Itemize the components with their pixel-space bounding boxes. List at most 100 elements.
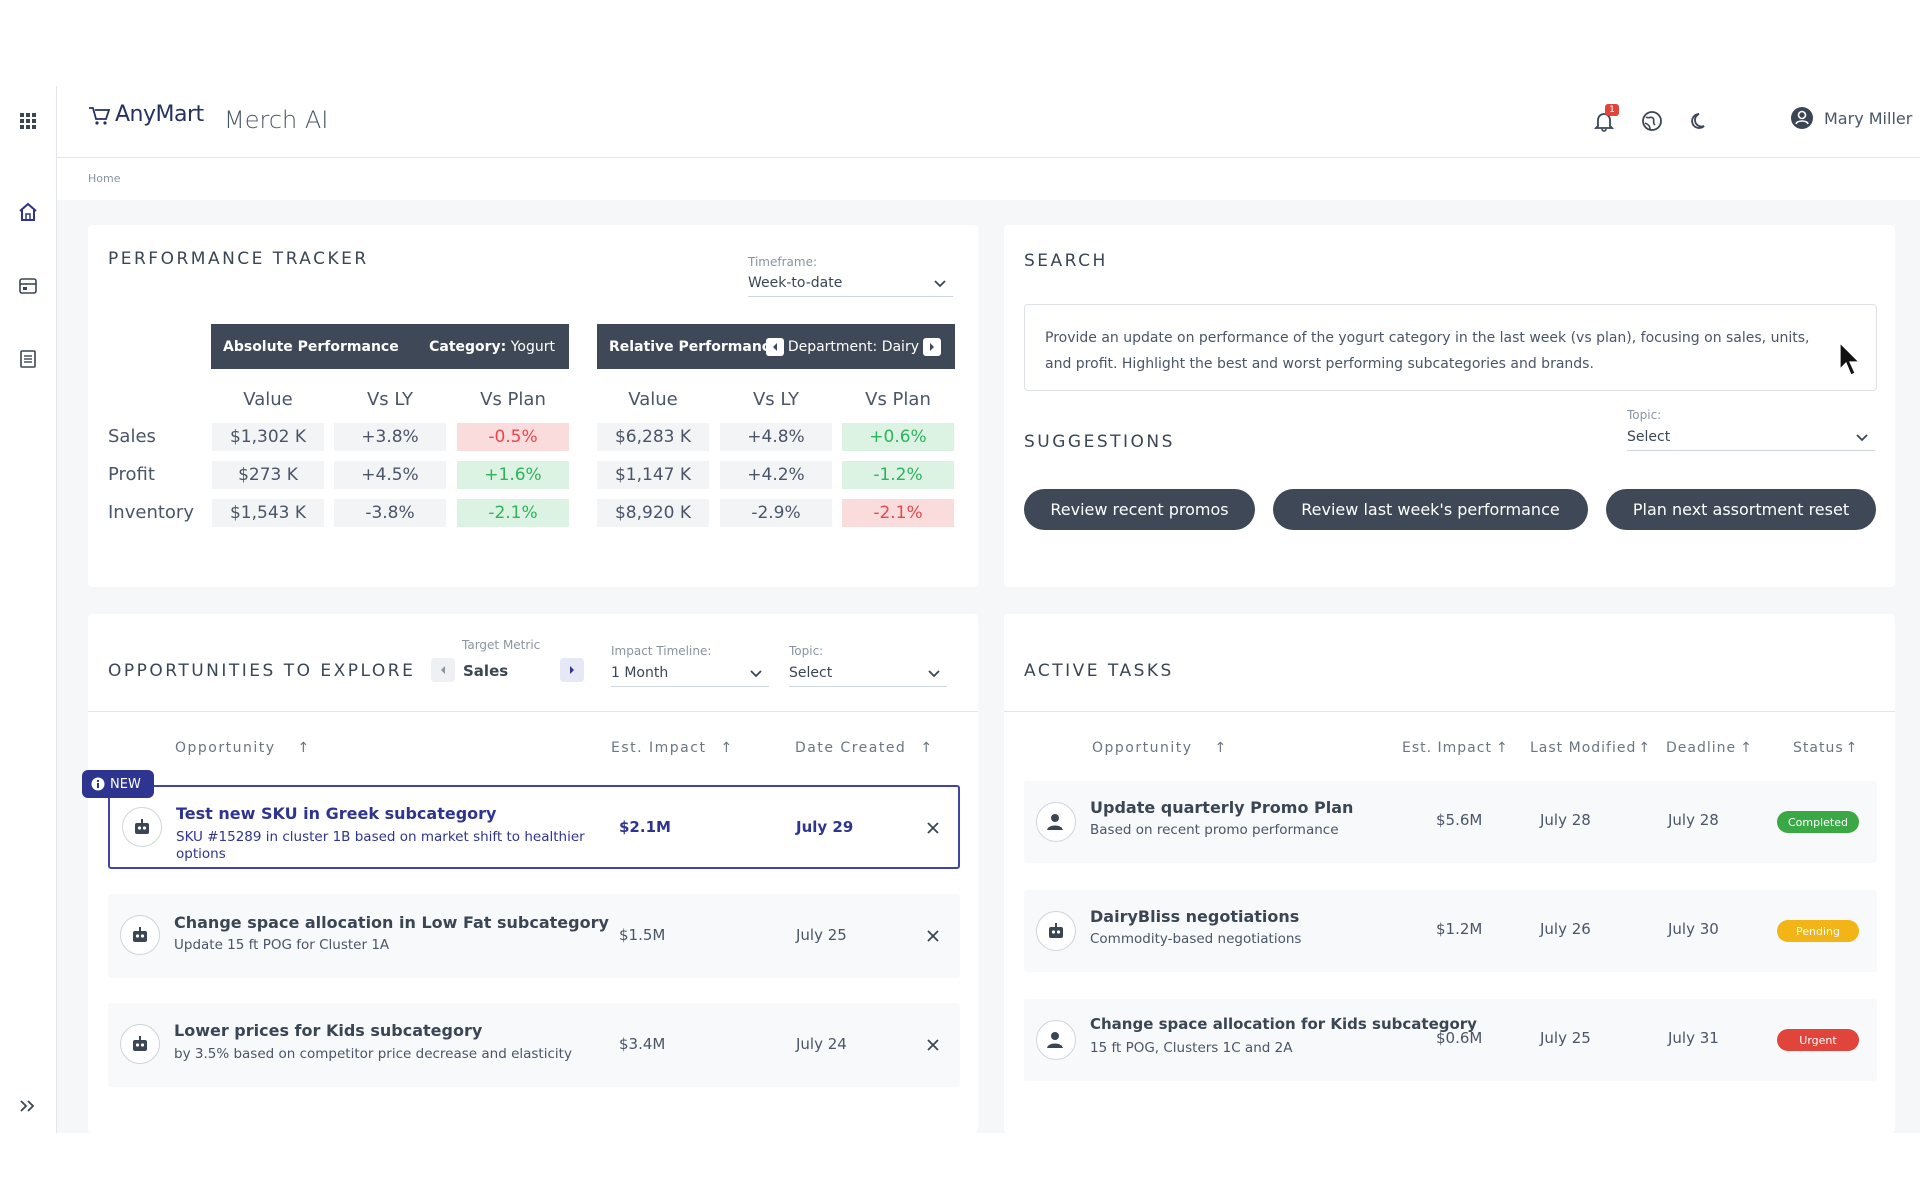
target-metric-next-button[interactable] [560, 658, 584, 682]
sales-abs-vsplan: -0.5% [457, 423, 569, 451]
rel-col-vsly: Vs LY [752, 389, 800, 410]
task-header-status[interactable]: Status ↑ [1793, 740, 1858, 756]
sort-arrow-icon: ↑ [1740, 740, 1753, 756]
department-next-button[interactable] [923, 337, 941, 356]
sort-arrow-icon: ↑ [1638, 740, 1652, 756]
suggestion-review-promos-button[interactable]: Review recent promos [1024, 489, 1255, 530]
cart-icon [89, 106, 111, 125]
opportunity-title: Test new SKU in Greek subcategory [176, 804, 497, 823]
opportunities-topic-select[interactable]: Select [789, 665, 947, 687]
breadcrumb[interactable]: Home [88, 172, 121, 185]
inventory-rel-vsplan: -2.1% [842, 499, 954, 527]
task-modified: July 28 [1540, 811, 1591, 829]
opportunity-date: July 24 [796, 1035, 847, 1053]
task-header-opportunity[interactable]: Opportunity ↑ [1092, 740, 1228, 756]
opportunity-row[interactable]: Lower prices for Kids subcategory by 3.5… [108, 1003, 960, 1087]
language-button[interactable] [1635, 104, 1669, 138]
task-subtitle: Based on recent promo performance [1090, 822, 1339, 838]
search-input[interactable]: Provide an update on performance of the … [1024, 304, 1877, 391]
opp-header-opportunity[interactable]: Opportunity ↑ [175, 740, 311, 756]
timeframe-value: Week-to-date [748, 275, 843, 291]
profit-rel-vsly: +4.2% [720, 461, 832, 489]
task-header-deadline[interactable]: Deadline ↑ [1666, 740, 1753, 756]
user-add-icon [1036, 802, 1076, 842]
opportunity-subtitle: Update 15 ft POG for Cluster 1A [174, 937, 390, 953]
task-row[interactable]: Change space allocation for Kids subcate… [1024, 999, 1877, 1081]
dismiss-opportunity-button[interactable] [920, 1032, 946, 1058]
suggestion-review-performance-button[interactable]: Review last week's performance [1273, 489, 1588, 530]
task-header-impact[interactable]: Est. Impact ↑ [1402, 740, 1509, 756]
dark-mode-button[interactable] [1683, 104, 1717, 138]
row-label-inventory: Inventory [108, 502, 194, 523]
suggestions-title: SUGGESTIONS [1024, 432, 1175, 452]
profit-rel-vsplan: -1.2% [842, 461, 954, 489]
row-label-profit: Profit [108, 464, 155, 485]
opportunity-impact: $3.4M [619, 1035, 666, 1053]
task-impact: $0.6M [1436, 1029, 1483, 1047]
sales-abs-vsly: +3.8% [334, 423, 446, 451]
opp-header-impact[interactable]: Est. Impact ↑ [611, 740, 734, 756]
task-row[interactable]: DairyBliss negotiations Commodity-based … [1024, 890, 1877, 972]
robot-icon [120, 1024, 160, 1064]
department-prev-button[interactable] [765, 337, 784, 356]
target-metric-label: Target Metric [462, 638, 541, 652]
inventory-abs-vsplan: -2.1% [457, 499, 569, 527]
performance-tracker-title: PERFORMANCE TRACKER [108, 249, 369, 269]
sales-rel-vsplan: +0.6% [842, 423, 954, 451]
list-icon[interactable] [8, 339, 48, 379]
profit-abs-vsplan: +1.6% [457, 461, 569, 489]
opp-header-date[interactable]: Date Created ↑ [795, 740, 934, 756]
impact-timeline-select[interactable]: 1 Month [611, 665, 769, 687]
opportunity-row[interactable]: Test new SKU in Greek subcategory SKU #1… [108, 785, 960, 869]
department-value: Department: Dairy [787, 338, 919, 355]
opp-header-impact-label: Est. Impact [611, 740, 707, 756]
category-value: Yogurt [510, 338, 555, 355]
robot-icon [120, 915, 160, 955]
opportunity-impact: $2.1M [619, 818, 671, 836]
row-label-sales: Sales [108, 426, 156, 447]
window-icon[interactable] [8, 266, 48, 306]
cursor-icon [1839, 341, 1861, 376]
home-icon[interactable] [8, 192, 48, 232]
caret-right-icon [930, 342, 934, 351]
rel-col-value: Value [628, 389, 678, 410]
inventory-rel-value: $8,920 K [597, 499, 709, 527]
opp-header-opportunity-label: Opportunity [175, 740, 276, 756]
dismiss-opportunity-button[interactable] [920, 815, 946, 841]
expand-rail-icon[interactable] [8, 1086, 48, 1126]
task-title: Change space allocation for Kids subcate… [1090, 1015, 1477, 1033]
top-header: AnyMart Merch AI 1 Mary Miller [57, 86, 1920, 158]
target-metric-prev-button[interactable] [431, 658, 455, 682]
opportunity-date: July 29 [796, 818, 854, 836]
opportunity-subtitle-line1: SKU #15289 in cluster 1B based on market… [176, 829, 585, 845]
timeframe-select[interactable]: Week-to-date [748, 275, 953, 297]
notifications-button[interactable]: 1 [1587, 104, 1621, 138]
task-header-modified[interactable]: Last Modified ↑ [1530, 740, 1651, 756]
breadcrumb-bar [57, 158, 1920, 200]
user-add-icon [1036, 1020, 1076, 1060]
opportunity-row[interactable]: Change space allocation in Low Fat subca… [108, 894, 960, 978]
apps-grid-icon[interactable] [8, 101, 48, 141]
close-icon [927, 822, 939, 834]
task-row[interactable]: Update quarterly Promo Plan Based on rec… [1024, 781, 1877, 863]
task-subtitle: Commodity-based negotiations [1090, 931, 1302, 947]
tasks-divider [1004, 711, 1895, 712]
category-filter[interactable]: Category: Yogurt [429, 339, 555, 355]
status-badge: Urgent [1777, 1029, 1859, 1051]
timeframe-label: Timeframe: [748, 255, 817, 269]
left-rail [0, 86, 57, 1133]
opportunity-title: Change space allocation in Low Fat subca… [174, 913, 609, 932]
user-menu[interactable]: Mary Miller [1790, 106, 1912, 130]
task-header-status-label: Status [1793, 740, 1844, 756]
anymart-logo[interactable]: AnyMart [87, 102, 204, 127]
task-deadline: July 31 [1668, 1029, 1719, 1047]
app-name: Merch AI [224, 106, 329, 134]
dismiss-opportunity-button[interactable] [920, 923, 946, 949]
task-deadline: July 30 [1668, 920, 1719, 938]
impact-timeline-value: 1 Month [611, 665, 669, 681]
suggestion-plan-reset-button[interactable]: Plan next assortment reset [1606, 489, 1876, 530]
sort-arrow-icon: ↑ [1214, 740, 1228, 756]
sales-abs-value: $1,302 K [212, 423, 324, 451]
caret-left-icon [441, 666, 445, 674]
suggestions-topic-select[interactable]: Select [1627, 429, 1875, 451]
